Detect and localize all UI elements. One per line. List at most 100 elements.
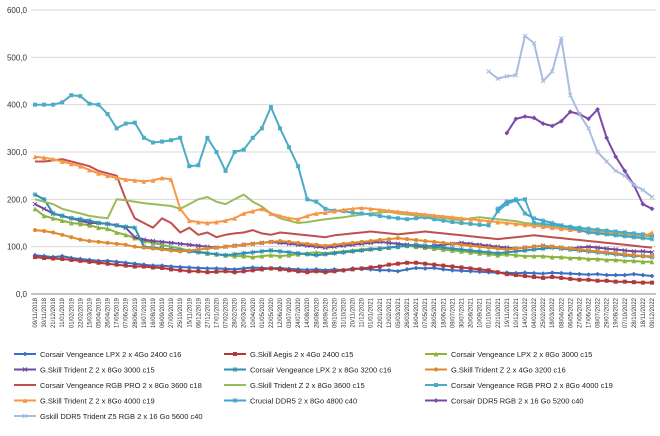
- data-point: [96, 239, 101, 244]
- data-point: [287, 268, 292, 273]
- data-point: [604, 272, 610, 278]
- x-tick-label: 17/05/2019: [115, 297, 121, 328]
- data-point: [377, 264, 382, 269]
- x-tick-label: 26/03/2021: [405, 297, 411, 328]
- data-point: [132, 178, 138, 183]
- data-point: [577, 247, 582, 252]
- data-point: [305, 241, 310, 246]
- data-point: [513, 221, 519, 227]
- data-point: [622, 173, 628, 179]
- data-point: [277, 238, 282, 243]
- data-point: [160, 265, 165, 270]
- legend-item: Corsair Vengeance LPX 2 x 8Go 3000 c15: [425, 350, 592, 359]
- data-point: [259, 126, 264, 131]
- data-point: [449, 246, 455, 252]
- data-point: [195, 219, 201, 225]
- data-point: [431, 265, 437, 271]
- data-point: [286, 252, 292, 258]
- data-point: [259, 240, 264, 245]
- data-point: [159, 239, 165, 245]
- x-tick-label: 18/06/2021: [441, 297, 447, 328]
- y-tick-label: 500,0: [7, 53, 28, 62]
- x-axis: 09/11/2018 30/11/2018 21/12/2018 11/01/2019…: [33, 297, 656, 328]
- data-point: [51, 230, 56, 235]
- data-point: [268, 105, 273, 110]
- data-point: [359, 247, 365, 253]
- data-point: [159, 175, 165, 181]
- data-point: [105, 261, 110, 266]
- data-point: [69, 235, 74, 240]
- data-point: [295, 250, 301, 256]
- data-point: [558, 226, 564, 232]
- data-point: [132, 264, 137, 269]
- data-point: [22, 413, 28, 419]
- data-point: [513, 196, 519, 202]
- data-point: [132, 244, 137, 249]
- data-point: [405, 217, 410, 222]
- data-point: [41, 196, 47, 202]
- data-point: [368, 206, 374, 212]
- data-point: [150, 265, 155, 270]
- data-point: [549, 225, 555, 231]
- data-point: [359, 211, 364, 216]
- data-point: [150, 178, 156, 183]
- data-point: [295, 216, 301, 222]
- data-point: [586, 116, 591, 122]
- data-point: [531, 270, 537, 276]
- data-point: [649, 273, 655, 279]
- data-point: [105, 112, 110, 117]
- data-point: [422, 243, 428, 249]
- legend-label: Corsair DDR5 RGB 2 x 16 Go 5200 c40: [451, 397, 584, 406]
- data-point: [386, 237, 391, 242]
- data-point: [51, 256, 56, 261]
- data-point: [495, 206, 501, 212]
- data-point: [522, 274, 527, 279]
- data-point: [96, 170, 101, 176]
- data-point: [568, 246, 573, 251]
- data-point: [522, 197, 527, 202]
- data-point: [504, 249, 510, 255]
- data-point: [286, 249, 292, 255]
- data-point: [595, 245, 600, 250]
- data-point: [241, 147, 246, 152]
- data-point: [413, 265, 419, 271]
- data-point: [586, 248, 591, 253]
- x-tick-label: 08/07/2022: [596, 297, 602, 328]
- data-point: [595, 249, 600, 254]
- data-point: [32, 201, 38, 207]
- data-point: [196, 269, 201, 274]
- data-point: [522, 270, 528, 276]
- data-point: [604, 135, 610, 141]
- data-point: [649, 206, 655, 212]
- data-point: [305, 270, 310, 275]
- data-point: [368, 238, 373, 243]
- data-point: [613, 272, 619, 278]
- data-point: [541, 243, 546, 248]
- legend-item: Gskill DDR5 Trident Z5 RGB 2 x 16 Go 560…: [14, 412, 203, 421]
- data-point: [332, 208, 337, 214]
- x-tick-label: 28/02/2020: [233, 297, 239, 328]
- data-point: [132, 261, 138, 267]
- series-line: [488, 35, 653, 198]
- x-tick-label: 11/01/2019: [60, 297, 66, 327]
- data-point: [259, 206, 265, 212]
- data-point: [549, 254, 555, 260]
- data-point: [522, 33, 528, 39]
- legend-label: Gskill DDR5 Trident Z5 RGB 2 x 16 Go 560…: [40, 412, 203, 421]
- data-point: [78, 94, 83, 99]
- data-point: [241, 250, 247, 256]
- data-point: [577, 277, 582, 282]
- data-point: [359, 239, 364, 244]
- data-point: [141, 237, 147, 242]
- data-point: [368, 247, 374, 253]
- data-point: [169, 138, 174, 143]
- data-point: [468, 216, 473, 222]
- data-point: [196, 163, 201, 168]
- data-point: [332, 242, 337, 247]
- data-point: [241, 266, 247, 271]
- x-tick-label: 08/04/2022: [559, 297, 565, 328]
- data-point: [513, 116, 519, 122]
- data-point: [187, 248, 192, 253]
- data-point: [604, 228, 609, 233]
